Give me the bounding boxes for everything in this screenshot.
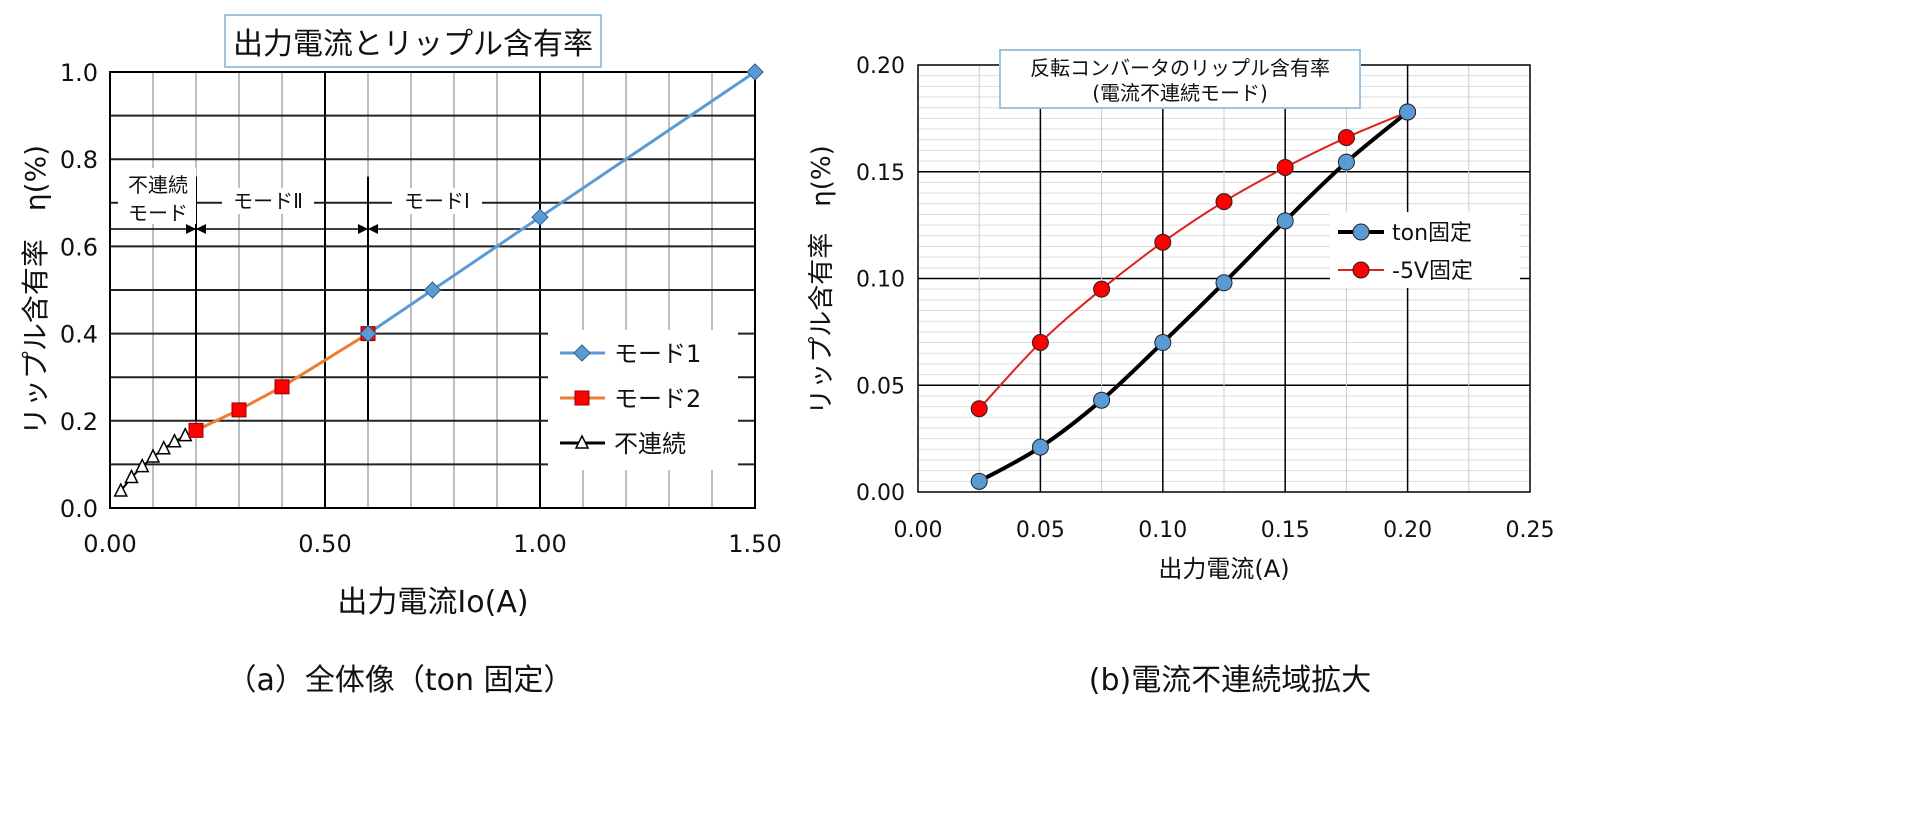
data-point: [145, 448, 161, 463]
arrow-head-icon: [358, 223, 368, 234]
y-tick-label: 0.6: [60, 233, 98, 261]
x-tick-label: 0.00: [894, 518, 943, 543]
legend-label: 不連続: [614, 430, 686, 458]
data-point: [970, 472, 988, 490]
series-line: [978, 110, 1409, 484]
data-point: [1154, 334, 1172, 352]
data-point: [274, 379, 290, 395]
data-point: [188, 422, 204, 438]
arrow-head-icon: [368, 223, 378, 234]
data-point: [1093, 280, 1111, 298]
y-tick-label: 0.10: [856, 268, 905, 293]
y-tick-label: 0.15: [856, 161, 905, 186]
data-point: [167, 433, 182, 448]
y-tick-label: 0.20: [856, 54, 905, 79]
legend-label: -5V固定: [1392, 259, 1473, 284]
chart-a-title: 出力電流とリップル含有率: [233, 27, 593, 62]
annotation-bg: [392, 188, 482, 214]
annotation-discontinuous-mode: モード: [128, 201, 188, 225]
legend-marker: [574, 434, 590, 449]
data-point: [531, 208, 549, 226]
annotation-discontinuous: 不連続: [128, 173, 188, 197]
series-line: [195, 332, 369, 432]
chart-a-title-box: [224, 14, 602, 68]
chart-subtitle: (電流不連続モード): [1092, 81, 1268, 105]
y-tick-label: 0.2: [60, 408, 98, 436]
legend-label: ton固定: [1392, 221, 1472, 246]
legend-label: モード2: [614, 385, 701, 413]
annotation-bg: [222, 188, 314, 214]
data-point: [135, 457, 150, 473]
annotation-mode1: モードⅠ: [404, 189, 470, 213]
caption-b: (b)電流不連続域拡大: [1089, 663, 1371, 698]
data-point: [746, 63, 764, 81]
data-point: [231, 402, 247, 418]
x-tick-label: 1.50: [728, 530, 781, 558]
data-point: [124, 468, 139, 484]
x-tick-label: 0.05: [1016, 518, 1065, 543]
y-tick-label: 0.4: [60, 321, 98, 349]
y-tick-label: 0.0: [60, 495, 98, 523]
data-point: [1276, 158, 1294, 176]
y-axis-label: リップル含有率 η(%): [19, 145, 52, 435]
plot-area-a: [109, 71, 756, 509]
legend-marker: [574, 390, 590, 406]
y-tick-label: 0.05: [856, 374, 905, 399]
annotation-mode2: モードⅡ: [233, 189, 303, 213]
x-tick-label: 0.20: [1383, 518, 1432, 543]
data-point: [178, 426, 193, 442]
x-tick-label: 0.10: [1138, 518, 1187, 543]
x-tick-label: 0.00: [83, 530, 136, 558]
data-point: [1031, 334, 1049, 352]
chart-title: 反転コンバータのリップル含有率: [1030, 56, 1330, 80]
y-tick-label: 0.8: [60, 146, 98, 174]
data-point: [1093, 391, 1111, 409]
data-point: [113, 482, 128, 497]
data-point: [1399, 103, 1417, 121]
legend-marker: [1352, 261, 1370, 279]
data-point: [156, 440, 171, 455]
legend-marker: [1352, 223, 1370, 241]
data-point: [423, 281, 442, 299]
x-tick-label: 0.50: [298, 530, 351, 558]
caption-a: （a）全体像（ton 固定）: [226, 663, 573, 698]
y-axis-label: リップル含有率 η(%): [807, 145, 837, 414]
data-point: [1031, 438, 1049, 456]
x-tick-label: 0.25: [1506, 518, 1555, 543]
arrow-head-icon: [186, 223, 196, 234]
x-axis-label: 出力電流Io(A): [337, 585, 528, 620]
x-tick-label: 1.00: [513, 530, 566, 558]
data-point: [970, 400, 988, 418]
data-point: [1154, 233, 1172, 251]
x-tick-label: 0.15: [1261, 518, 1310, 543]
chart-title-box: [999, 49, 1361, 109]
data-point: [1215, 193, 1233, 211]
y-tick-label: 0.00: [856, 481, 905, 506]
series-line: [367, 70, 756, 335]
annotation-bg: [118, 168, 196, 224]
arrow-head-icon: [196, 223, 206, 234]
data-point: [1337, 153, 1355, 171]
legend-label: モード1: [614, 340, 701, 368]
data-point: [1276, 212, 1294, 230]
legend-marker: [573, 344, 591, 362]
data-point: [359, 324, 377, 343]
y-tick-label: 1.0: [60, 59, 98, 87]
data-point: [1337, 129, 1355, 147]
x-axis-label: 出力電流(A): [1158, 555, 1289, 583]
data-point: [1215, 274, 1233, 292]
